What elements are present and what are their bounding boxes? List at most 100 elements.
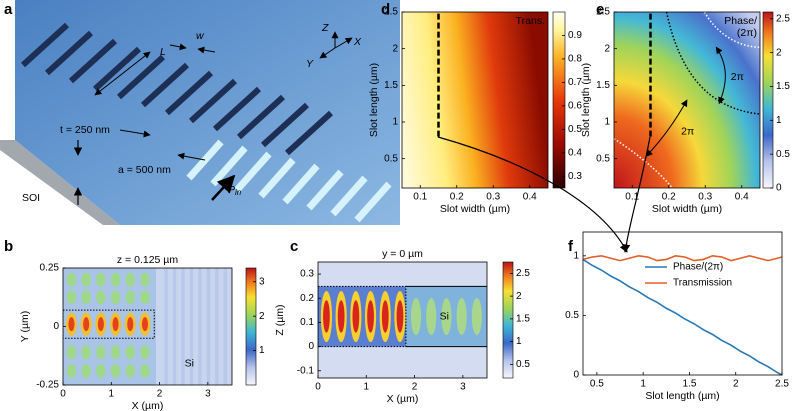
link-arrow	[622, 136, 651, 253]
field-spot	[140, 290, 150, 305]
x-tick-label: 2	[157, 389, 163, 400]
heatmap: 2π 2π	[614, 12, 760, 188]
plot-frame	[317, 261, 488, 379]
pin-arrow	[211, 174, 236, 201]
x-tick-label: 1	[364, 382, 370, 393]
colorbar-tick-label: 1	[516, 336, 522, 347]
panel: d Trans. 0.3 0.4 0.5 0.6 0.7 0.8 0.9 0.1 0.2 0.3 0.4…	[368, 1, 583, 215]
colorbar-tick-label: 1	[776, 115, 782, 126]
field-spot	[110, 272, 121, 287]
y-axis-label: Slot length (µm)	[368, 63, 380, 137]
field-spot	[352, 300, 360, 333]
pin-label: Pin	[228, 184, 242, 197]
x-tick-label: 0.1	[413, 192, 427, 203]
x-tick-label: 0.5	[590, 379, 604, 390]
y-tick-label: 0.5	[565, 310, 579, 321]
x-tick-label: 0.2	[662, 192, 676, 203]
y-tick-label: 0.2	[300, 293, 314, 304]
x-tick-label: 3	[205, 389, 211, 400]
x-tick-label: 0.3	[486, 192, 500, 203]
y-axis-label: Z (µm)	[274, 304, 286, 335]
field-stripe	[198, 268, 202, 385]
slot	[20, 22, 70, 68]
field-spot	[97, 317, 104, 332]
slot	[234, 151, 272, 193]
colorbar-tick-label: 2	[516, 291, 522, 302]
panel-label: d	[381, 1, 390, 18]
x-axis	[334, 37, 353, 49]
field-spot	[96, 363, 106, 378]
plot-frame	[582, 231, 783, 376]
slot	[282, 163, 320, 205]
waveguide	[63, 309, 155, 339]
legend-label: Transmission	[673, 278, 732, 289]
slot	[140, 62, 190, 108]
label-l: L	[160, 46, 166, 58]
pin-sub: in	[235, 188, 242, 197]
field-stripe	[172, 268, 177, 385]
field-spot	[125, 272, 135, 287]
y-tick-label: 0.3	[300, 269, 314, 280]
colorbar-tick-label: 0.3	[568, 171, 582, 182]
x-axis-label: X (µm)	[132, 400, 164, 411]
heatmap: Si	[63, 268, 232, 385]
slot	[164, 70, 214, 116]
x-tick-label: 1	[640, 379, 646, 390]
y-tick-label: 0.25	[40, 263, 60, 274]
annotation: 2π	[731, 71, 744, 83]
slot	[236, 94, 286, 140]
panel-label: f	[568, 238, 574, 255]
y-tick-label: 2.5	[384, 7, 398, 18]
colorbar	[762, 11, 774, 189]
panel-label: c	[290, 238, 298, 255]
y-tick-label: 2	[604, 43, 610, 54]
y-tick-label: -0.1	[297, 365, 315, 376]
colorbar-title: Trans.	[516, 15, 545, 27]
field-spot	[140, 363, 150, 378]
waveguide	[318, 285, 407, 348]
colorbar-tick-label: 2	[259, 311, 265, 322]
field-spot	[110, 290, 121, 305]
span-arrow	[715, 46, 726, 105]
chart-title: z = 0.125 µm	[117, 254, 178, 266]
colorbar-tick-label: 0.5	[776, 149, 790, 160]
slot	[284, 110, 334, 156]
soi-label: SOI	[22, 192, 40, 204]
x-tick-label: 2	[733, 379, 739, 390]
panel-label: e	[596, 1, 604, 18]
period: a = 500 nm	[118, 164, 171, 176]
field-spot	[410, 297, 422, 336]
field	[318, 286, 406, 347]
thickness: t = 250 nm	[60, 124, 110, 136]
y-tick-label: 0.5	[384, 153, 398, 164]
slot	[258, 157, 296, 199]
y-tick-label: 1	[392, 117, 398, 128]
a-arrow	[119, 129, 151, 138]
field-spot	[81, 290, 91, 305]
field-spot	[125, 345, 135, 360]
colorbar-title: Phase/	[724, 15, 757, 27]
field-stripe	[189, 268, 194, 385]
field-spot	[112, 317, 119, 332]
field-spot	[456, 297, 467, 336]
link-arrow	[437, 136, 628, 253]
y-tick-label: 0	[308, 341, 314, 352]
colorbar-tick-label: 0.6	[568, 101, 582, 112]
span-arrow	[645, 99, 688, 157]
y-tick-label: -0.25	[36, 380, 59, 391]
colorbar-tick-label: 2	[776, 47, 782, 58]
field-spot	[140, 272, 150, 287]
field-spot	[125, 290, 135, 305]
a-arrow	[177, 152, 206, 161]
x-tick-label: 0.4	[523, 192, 537, 203]
legend-label: Phase/(2π)	[673, 262, 723, 273]
w-arrow	[197, 46, 216, 54]
field-spot	[96, 290, 106, 305]
field-stripe	[206, 268, 211, 385]
field-spot	[81, 272, 91, 287]
x-axis-label: Slot width (µm)	[440, 203, 510, 215]
colorbar-tick-label: 2.5	[516, 268, 530, 279]
